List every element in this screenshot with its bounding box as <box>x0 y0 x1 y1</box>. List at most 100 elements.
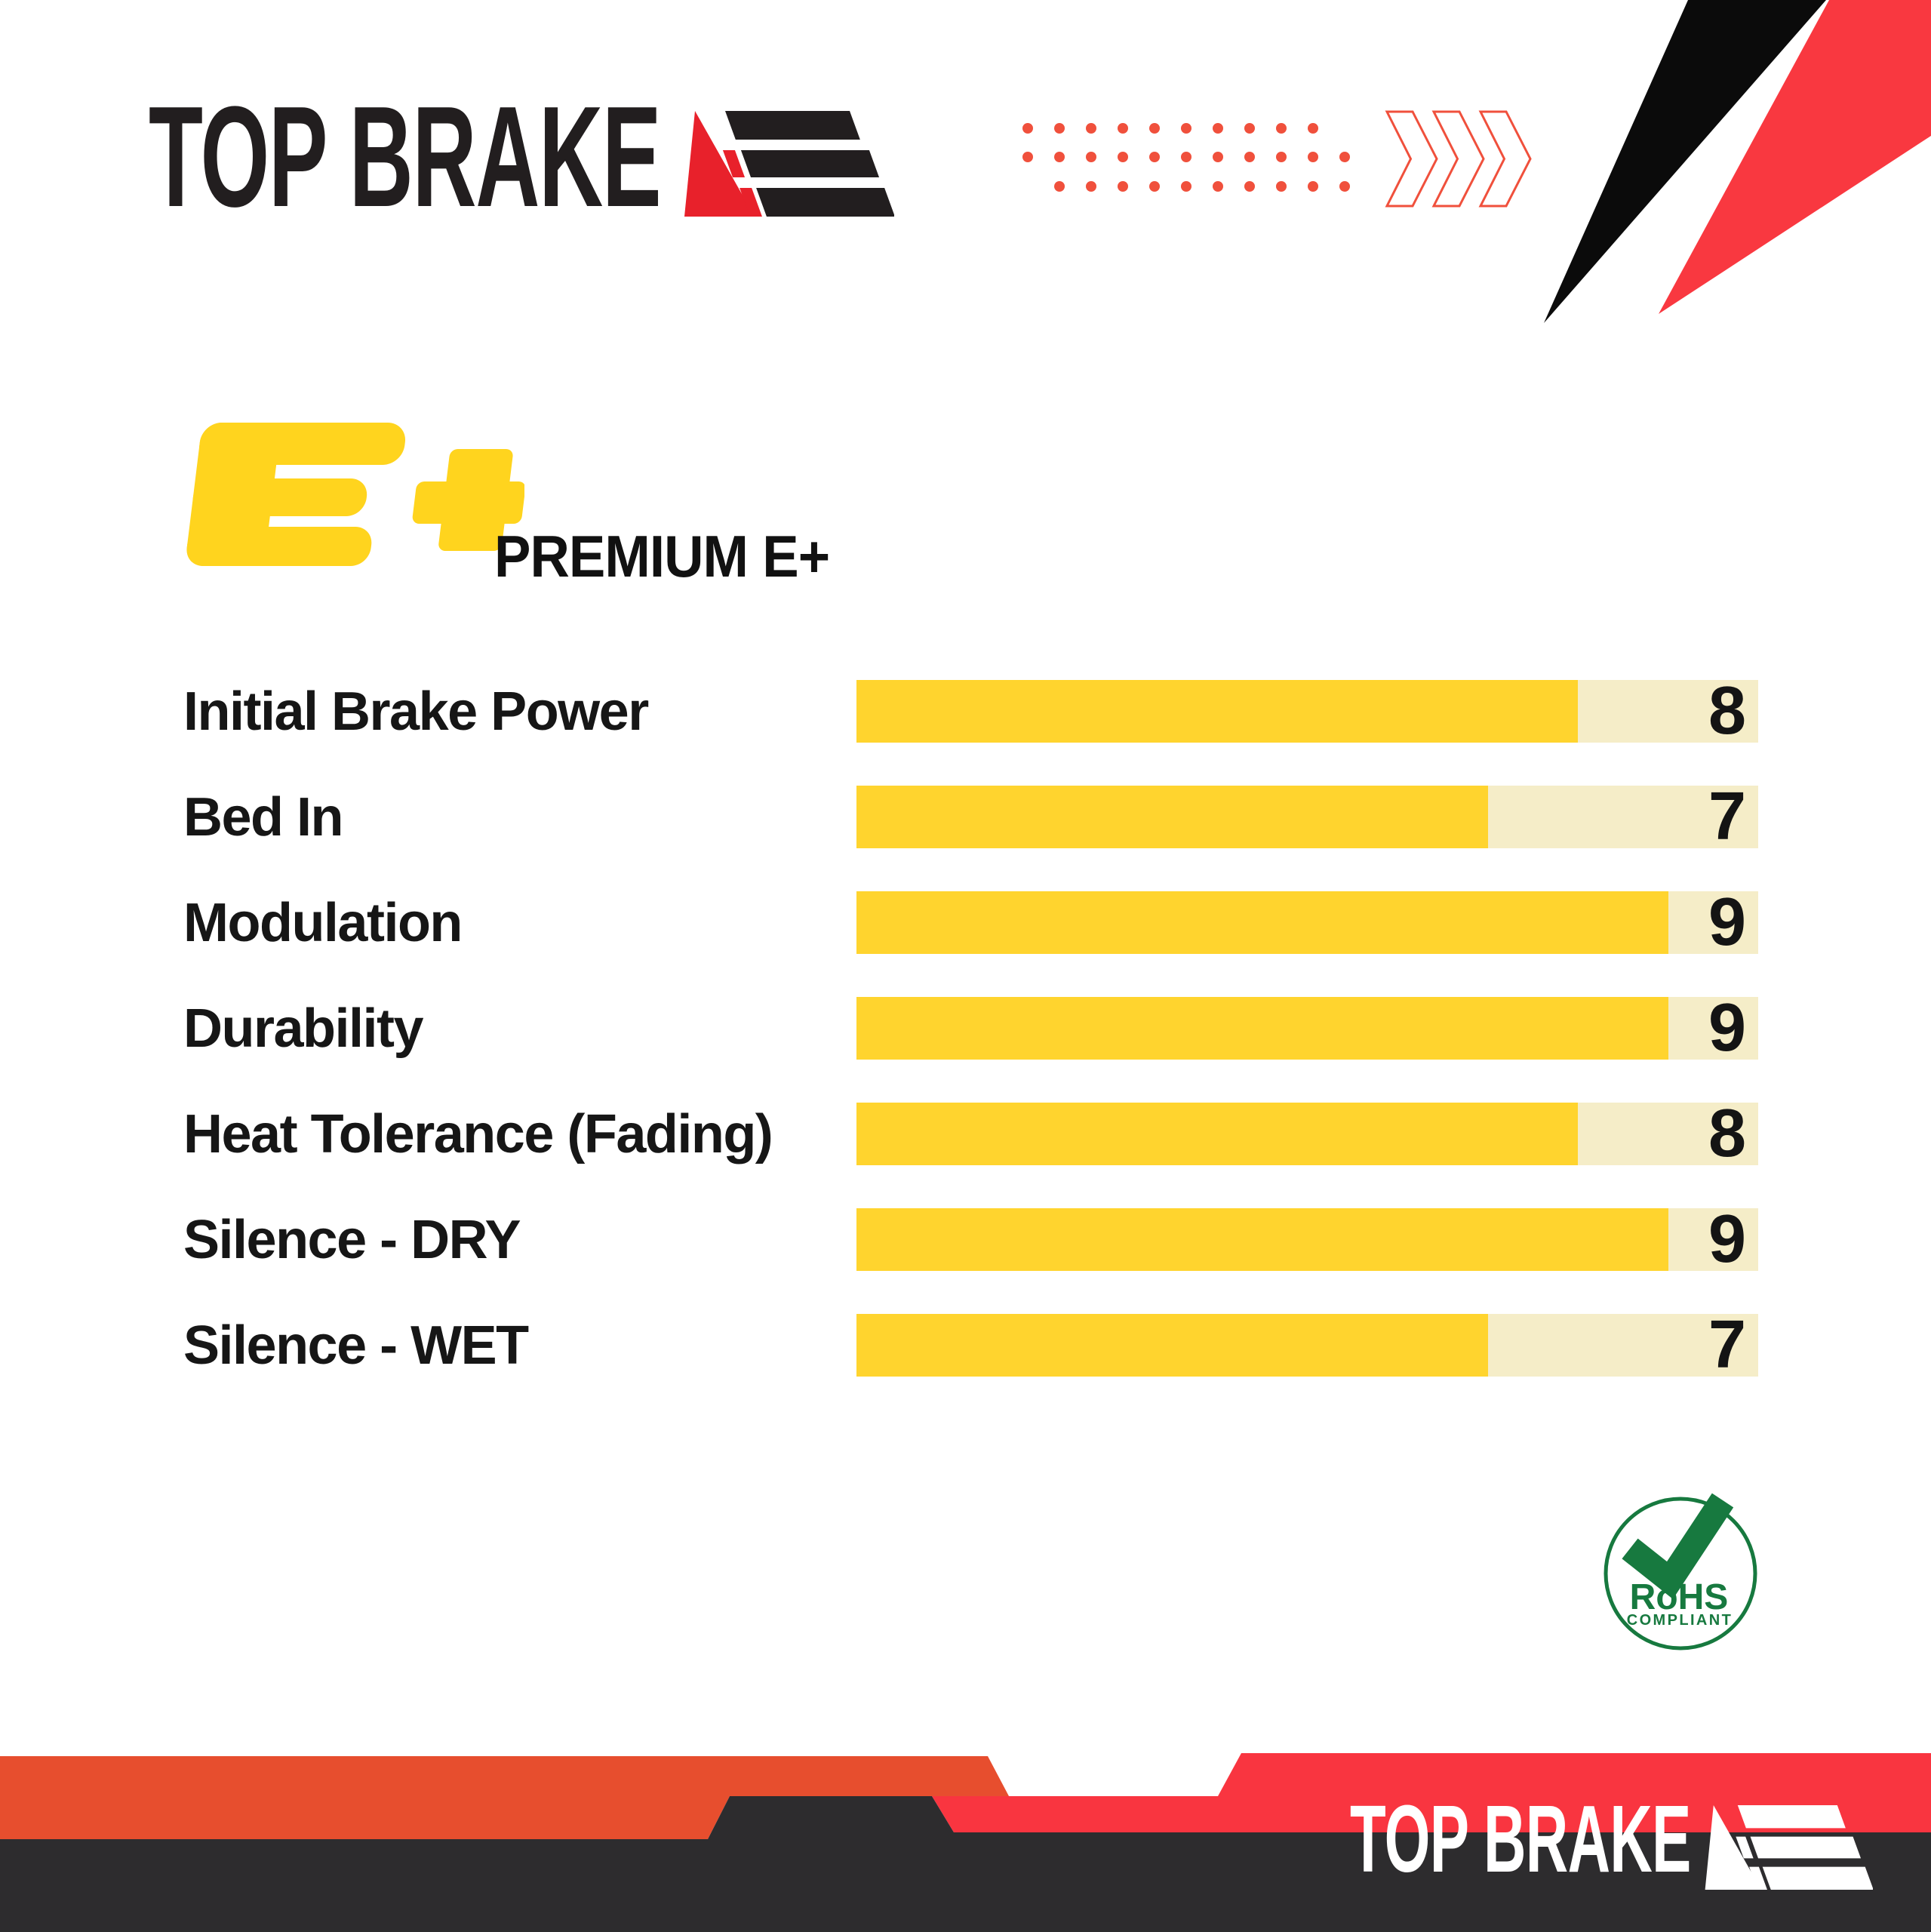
dot <box>1118 123 1128 134</box>
dot <box>1022 123 1033 134</box>
logo-black-stripe <box>740 150 880 177</box>
dot <box>1244 181 1255 192</box>
e-plus-logo <box>186 423 524 566</box>
chart-bar-track: 9 <box>856 884 1758 960</box>
banner-red-shape <box>932 1753 1931 1832</box>
dot <box>1213 181 1223 192</box>
badge-circle <box>1604 1497 1757 1651</box>
chart-bar-track: 9 <box>856 1205 1758 1273</box>
dot <box>1086 181 1096 192</box>
dot <box>1308 123 1318 134</box>
dot <box>1118 152 1128 162</box>
chart-bar-value: 9 <box>1708 990 1746 1066</box>
dot <box>1054 123 1065 134</box>
chart-row-label: Bed In <box>183 786 344 848</box>
red-spike-shape <box>1659 0 1931 314</box>
chart-bar-fill <box>856 786 1488 848</box>
bottom-banner <box>0 1753 1931 1932</box>
chart-bar-fill <box>856 1103 1578 1165</box>
chart-row: Durability 9 <box>0 990 1931 1066</box>
footer-logo-wedge <box>1705 1805 1761 1890</box>
rohs-badge: RoHS COMPLIANT <box>1604 1493 1757 1651</box>
chart-bar-track: 7 <box>856 779 1758 854</box>
dot <box>1308 181 1318 192</box>
dot <box>1181 152 1192 162</box>
dot <box>1054 152 1065 162</box>
banner-dark-shape <box>0 1796 1931 1932</box>
chart-bar-track: 8 <box>856 673 1758 749</box>
chart-bar-value: 7 <box>1708 779 1746 854</box>
chart-row: Bed In 7 <box>0 779 1931 854</box>
chart-bar-fill <box>856 1314 1488 1377</box>
chart-bar-track: 8 <box>856 1096 1758 1171</box>
chart-bar-value: 7 <box>1708 1307 1746 1383</box>
chart-row-label: Silence - WET <box>183 1315 529 1376</box>
chart-bar-fill <box>856 680 1578 743</box>
checkmark-icon <box>1622 1493 1734 1599</box>
dot <box>1213 152 1223 162</box>
chevron-right-icon <box>1385 110 1438 208</box>
chart-bar-fill <box>856 891 1668 954</box>
e-bottom-arm <box>186 527 372 566</box>
footer-logo-stripe <box>1750 1836 1862 1859</box>
corner-accent <box>1544 0 1931 323</box>
chart-row-label: Initial Brake Power <box>183 681 649 742</box>
chart-row: Silence - WET 7 <box>0 1307 1931 1383</box>
chart-bar-value: 9 <box>1708 884 1746 960</box>
logo-black-stripe <box>756 188 894 217</box>
e-mid-arm <box>192 478 367 516</box>
chart-row: Initial Brake Power 8 <box>0 673 1931 749</box>
chevron-right-icon <box>1431 110 1485 208</box>
footer-logo-stripe <box>1737 1805 1846 1829</box>
chart-bar-track: 9 <box>856 990 1758 1066</box>
dot <box>1054 181 1065 192</box>
chart-row-label: Heat Tolerance (Fading) <box>183 1103 773 1164</box>
banner-orange-shape <box>0 1756 1009 1839</box>
dot <box>1149 152 1160 162</box>
chart-row-label: Durability <box>183 998 424 1059</box>
chart-row: Modulation 9 <box>0 884 1931 960</box>
dot <box>1308 152 1318 162</box>
chevron-right-icon <box>1478 110 1532 208</box>
chart-bar-track: 7 <box>856 1307 1758 1383</box>
chart-bar-value: 8 <box>1708 1096 1746 1171</box>
dot <box>1149 181 1160 192</box>
dot <box>1244 123 1255 134</box>
logo-black-stripe <box>724 111 860 140</box>
rohs-title: RoHS <box>1630 1577 1729 1617</box>
dot <box>1181 181 1192 192</box>
black-spike-shape <box>1544 0 1826 323</box>
product-title: PREMIUM E+ <box>494 523 830 589</box>
dot <box>1339 152 1350 162</box>
dot <box>1149 123 1160 134</box>
dot <box>1276 123 1287 134</box>
logo-red-chip <box>739 188 762 217</box>
dot <box>1244 152 1255 162</box>
chevrons-decoration <box>1385 110 1532 208</box>
footer-logo-stripe <box>1762 1866 1873 1890</box>
dot <box>1118 181 1128 192</box>
chart-row: Silence - DRY 9 <box>0 1205 1931 1273</box>
footer-logo-text: TOP BRAKE <box>1350 1786 1691 1892</box>
chart-bar-fill <box>856 1208 1668 1271</box>
footer-logo-chip <box>1749 1866 1767 1890</box>
brand-stripes-icon <box>684 111 894 217</box>
dot <box>1276 152 1287 162</box>
footer-logo-chip <box>1736 1836 1754 1859</box>
dot <box>1086 123 1096 134</box>
dot <box>1276 181 1287 192</box>
chart-bar-value: 8 <box>1708 673 1746 749</box>
dot <box>1339 181 1350 192</box>
dot <box>1181 123 1192 134</box>
dot <box>1086 152 1096 162</box>
dots-pattern <box>1022 123 1350 192</box>
chart-row-label: Silence - DRY <box>183 1209 521 1270</box>
chart-row-label: Modulation <box>183 892 463 953</box>
e-top-arm <box>199 423 406 465</box>
logo-red-chip <box>722 150 746 177</box>
plus-horizontal-bar <box>412 481 524 524</box>
chart-bar-fill <box>856 997 1668 1060</box>
footer-stripes-icon <box>1705 1805 1873 1890</box>
